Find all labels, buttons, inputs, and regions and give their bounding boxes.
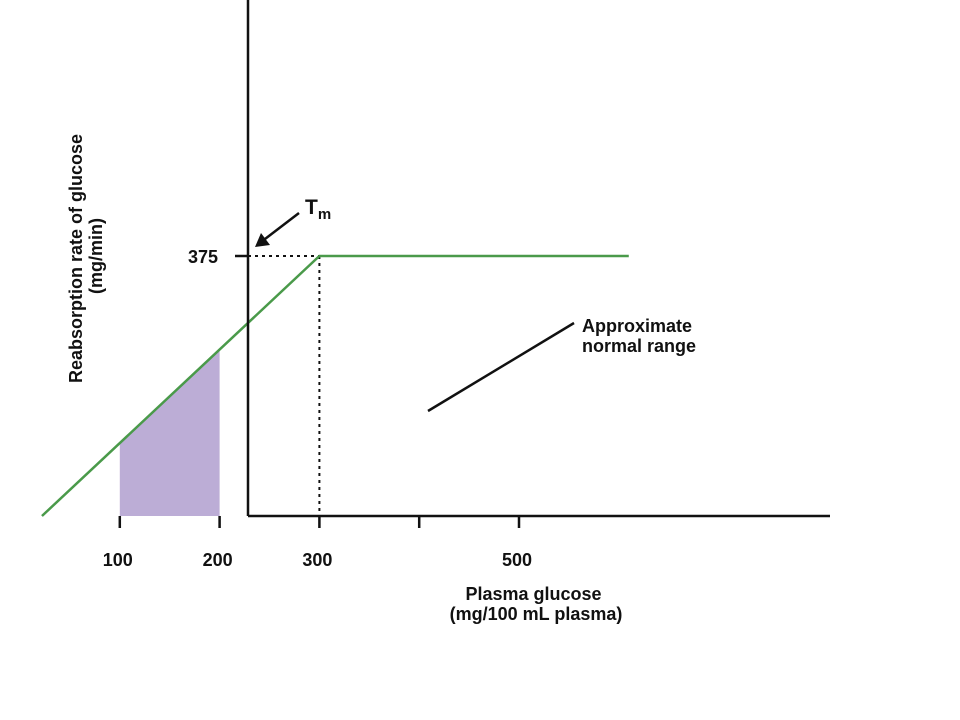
- x-tick-label: 300: [302, 550, 332, 570]
- y-axis-label: Reabsorption rate of glucose (mg/min): [66, 129, 106, 383]
- x-tick-label: 500: [502, 550, 532, 570]
- y-tick-label: 375: [188, 247, 218, 267]
- tm-label: Tm: [305, 196, 331, 223]
- series-line: [41, 254, 629, 517]
- range-annotation-label: Approximate normal range: [582, 316, 697, 356]
- range-annotation-leader: [427, 321, 575, 413]
- normal-range-shading: [119, 349, 220, 516]
- y-ticks: 375: [188, 247, 248, 267]
- x-tick-label: 100: [103, 550, 133, 570]
- tm-arrow-head: [255, 233, 270, 247]
- x-tick-label: 200: [203, 550, 233, 570]
- x-ticks: 100 200 300 500: [103, 516, 532, 570]
- tm-arrow-shaft: [264, 212, 300, 240]
- x-axis-label: Plasma glucose (mg/100 mL plasma): [450, 584, 623, 624]
